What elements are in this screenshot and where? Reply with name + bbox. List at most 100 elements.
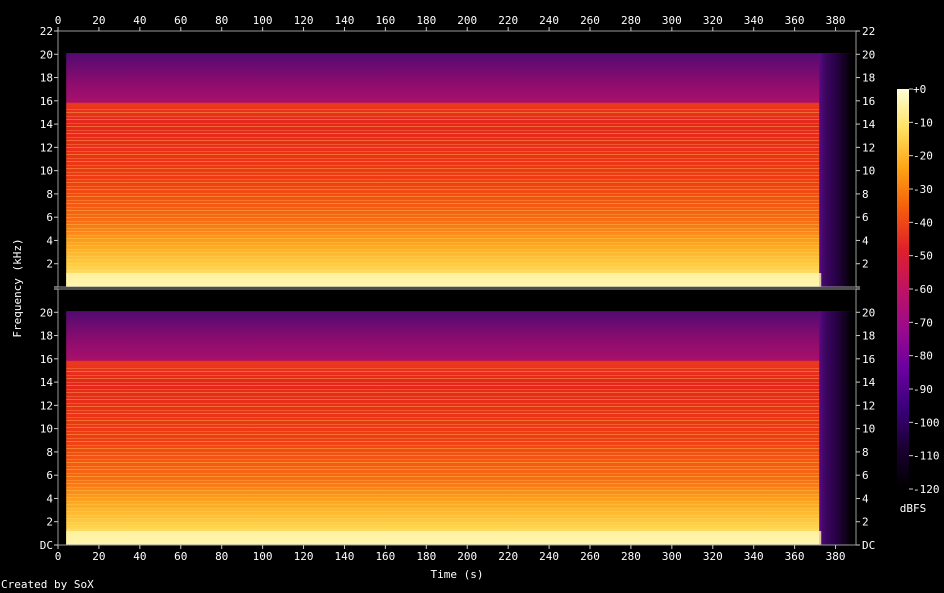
x-tick-label-bottom: 220	[498, 550, 518, 563]
x-axis-top: 0 20 40 60 80 100 120 140 160 180 200 220 240 260 280 3…	[55, 14, 846, 31]
y-tick-label-left: 8	[46, 188, 53, 201]
x-tick-label-bottom: 60	[174, 550, 187, 563]
x-tick-label-top: 340	[744, 14, 764, 27]
colorbar-tick-label: -90	[913, 383, 933, 396]
x-tick-label-bottom: 160	[375, 550, 395, 563]
colorbar-gradient	[897, 89, 909, 489]
fade-out-shade	[819, 53, 852, 287]
spectrogram-channel-1	[66, 53, 852, 287]
x-tick-label-bottom: 100	[253, 550, 273, 563]
y-axis-label: Frequency (kHz)	[11, 238, 24, 337]
y-tick-label-left: DC	[40, 539, 53, 552]
low-frequency-energy	[66, 273, 822, 287]
y-tick-label-right: 6	[862, 469, 869, 482]
y-tick-label-right: 20	[862, 306, 875, 319]
x-tick-label-top: 180	[416, 14, 436, 27]
x-tick-label-bottom: 20	[92, 550, 105, 563]
colorbar-tick-label: -100	[913, 416, 940, 429]
y-tick-label-left: 2	[46, 516, 53, 529]
y-tick-label-right: 14	[862, 376, 876, 389]
x-tick-label-bottom: 340	[744, 550, 764, 563]
y-tick-label-left: 16	[40, 95, 53, 108]
colorbar-label: dBFS	[900, 502, 927, 515]
y-tick-label-right: 6	[862, 211, 869, 224]
y-tick-label-right: 20	[862, 48, 875, 61]
y-tick-label-right: 2	[862, 258, 869, 271]
panel-border-1	[57, 30, 857, 288]
x-tick-label-top: 20	[92, 14, 105, 27]
y-tick-label-left: 6	[46, 469, 53, 482]
y-tick-label-right: 22	[862, 25, 875, 38]
x-tick-label-top: 80	[215, 14, 228, 27]
y-tick-label-left: 14	[40, 118, 54, 131]
low-frequency-energy	[66, 531, 822, 545]
y-tick-label-left: 22	[40, 25, 53, 38]
y-tick-label-left: 2	[46, 258, 53, 271]
x-tick-label-bottom: 240	[539, 550, 559, 563]
colorbar-tick-label: -30	[913, 183, 933, 196]
y-tick-label-right: 12	[862, 399, 875, 412]
x-tick-label-top: 380	[826, 14, 846, 27]
colorbar-tick-label: +0	[913, 83, 926, 96]
colorbar-tick-label: -110	[913, 450, 940, 463]
colorbar-ticks: +0 -10 -20 -30 -40 -50 -60 -70 -80 -90 -100 -110 -12…	[909, 83, 940, 496]
spectrogram-channel-2	[66, 311, 852, 545]
y-tick-label-right: 18	[862, 72, 875, 85]
y-tick-label-left: 12	[40, 141, 53, 154]
colorbar: +0 -10 -20 -30 -40 -50 -60 -70 -80 -90 -100 -110 -12…	[897, 83, 940, 515]
x-tick-label-top: 200	[457, 14, 477, 27]
x-tick-label-bottom: 80	[215, 550, 228, 563]
colorbar-tick-label: -50	[913, 250, 933, 263]
x-tick-label-top: 140	[335, 14, 355, 27]
x-tick-label-top: 60	[174, 14, 187, 27]
x-tick-label-top: 120	[294, 14, 314, 27]
x-tick-label-top: 220	[498, 14, 518, 27]
y-tick-label-right: DC	[862, 539, 875, 552]
harmonic-bands	[66, 108, 822, 287]
y-tick-label-right: 14	[862, 118, 876, 131]
x-tick-label-bottom: 40	[133, 550, 146, 563]
y-tick-label-left: 12	[40, 399, 53, 412]
y-tick-label-left: 18	[40, 330, 53, 343]
y-tick-label-right: 16	[862, 95, 875, 108]
y-tick-label-left: 4	[46, 492, 53, 505]
y-tick-label-left: 18	[40, 72, 53, 85]
y-tick-label-left: 20	[40, 306, 53, 319]
colorbar-tick-label: -20	[913, 150, 933, 163]
spectrogram-panels	[66, 53, 852, 545]
x-tick-label-top: 280	[621, 14, 641, 27]
x-axis-label: Time (s)	[431, 568, 484, 581]
x-tick-label-bottom: 360	[785, 550, 805, 563]
plot-frame	[57, 30, 857, 546]
y-tick-label-left: 14	[40, 376, 54, 389]
fade-out-shade	[819, 311, 852, 545]
y-tick-label-right: 10	[862, 165, 875, 178]
x-tick-label-top: 100	[253, 14, 273, 27]
x-tick-label-bottom: 300	[662, 550, 682, 563]
colorbar-tick-label: -70	[913, 316, 933, 329]
y-tick-label-left: 4	[46, 234, 53, 247]
x-tick-label-bottom: 260	[580, 550, 600, 563]
x-tick-label-bottom: 200	[457, 550, 477, 563]
y-tick-label-right: 8	[862, 446, 869, 459]
y-tick-label-left: 10	[40, 165, 53, 178]
y-tick-label-right: 2	[862, 516, 869, 529]
x-tick-label-bottom: 140	[335, 550, 355, 563]
x-tick-label-top: 0	[55, 14, 62, 27]
y-tick-label-right: 16	[862, 353, 875, 366]
colorbar-tick-label: -40	[913, 216, 933, 229]
y-tick-label-right: 4	[862, 492, 869, 505]
x-tick-label-top: 320	[703, 14, 723, 27]
panel-border-2	[57, 288, 857, 546]
x-tick-label-bottom: 280	[621, 550, 641, 563]
y-tick-label-right: 18	[862, 330, 875, 343]
y-tick-label-right: 8	[862, 188, 869, 201]
x-tick-label-top: 240	[539, 14, 559, 27]
y-tick-label-left: 10	[40, 423, 53, 436]
x-tick-label-top: 160	[375, 14, 395, 27]
y-tick-label-left: 16	[40, 353, 53, 366]
y-tick-label-right: 10	[862, 423, 875, 436]
colorbar-tick-label: -120	[913, 483, 940, 496]
x-tick-label-bottom: 120	[294, 550, 314, 563]
